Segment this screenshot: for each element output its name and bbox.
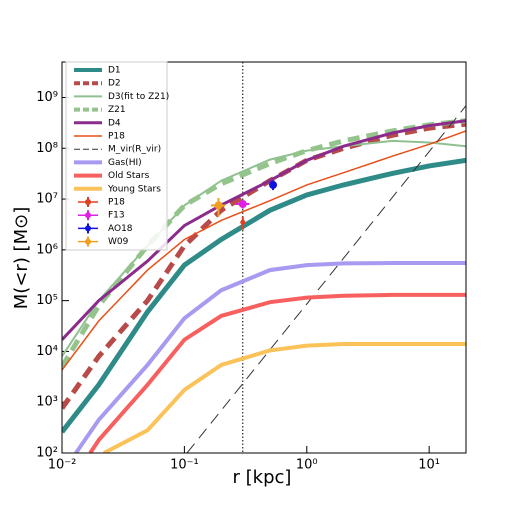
legend-marker <box>85 238 91 245</box>
legend-marker <box>85 199 91 205</box>
data-point <box>214 201 223 210</box>
legend-label: D4 <box>108 118 121 128</box>
legend-label: D2 <box>108 79 121 89</box>
x-tick-label: 10⁻² <box>48 458 77 473</box>
y-axis-label: M(<r) [M⊙] <box>11 207 32 309</box>
y-tick-label: 10⁸ <box>36 141 58 156</box>
data-point <box>269 180 278 189</box>
series-line <box>62 119 466 341</box>
legend-label: Gas(HI) <box>108 158 142 168</box>
x-tick-label: 10⁻¹ <box>170 458 199 473</box>
y-tick-label: 10⁵ <box>36 293 58 308</box>
x-tick-label: 10⁰ <box>296 458 318 473</box>
y-tick-label: 10² <box>36 446 58 461</box>
legend-label: P18 <box>108 132 125 142</box>
y-tick-label: 10⁶ <box>36 242 58 257</box>
legend-label: P18 <box>108 198 125 208</box>
legend-marker <box>85 225 91 232</box>
x-axis-label: r [kpc] <box>233 467 292 488</box>
legend-box <box>65 61 168 251</box>
legend-label: Young Stars <box>107 184 161 194</box>
y-tick-label: 10³ <box>36 395 58 410</box>
series-line <box>102 342 466 453</box>
legend-label: M_vir(R_vir) <box>108 145 161 155</box>
data-point <box>238 199 247 208</box>
legend-label: F13 <box>108 211 125 221</box>
series-line <box>88 292 466 453</box>
data-point <box>240 219 246 225</box>
legend-label: Old Stars <box>108 171 150 181</box>
series-line <box>186 105 466 453</box>
series-line <box>74 261 466 453</box>
series-line <box>62 118 466 368</box>
plot-area <box>62 62 466 453</box>
x-tick-label: 10¹ <box>418 458 440 473</box>
series-line <box>62 157 466 434</box>
legend-label: D1 <box>108 66 121 76</box>
y-tick-label: 10⁴ <box>36 344 58 359</box>
y-tick-label: 10⁹ <box>36 90 58 105</box>
plot-frame <box>61 61 467 454</box>
legend-label: D3(fit to Z21) <box>108 92 169 102</box>
series-line <box>62 130 466 371</box>
legend-marker <box>85 212 91 219</box>
legend-label: Z21 <box>108 105 126 115</box>
legend-label: AO18 <box>108 224 133 234</box>
y-tick-label: 10⁷ <box>36 192 58 207</box>
legend-label: W09 <box>108 237 129 247</box>
